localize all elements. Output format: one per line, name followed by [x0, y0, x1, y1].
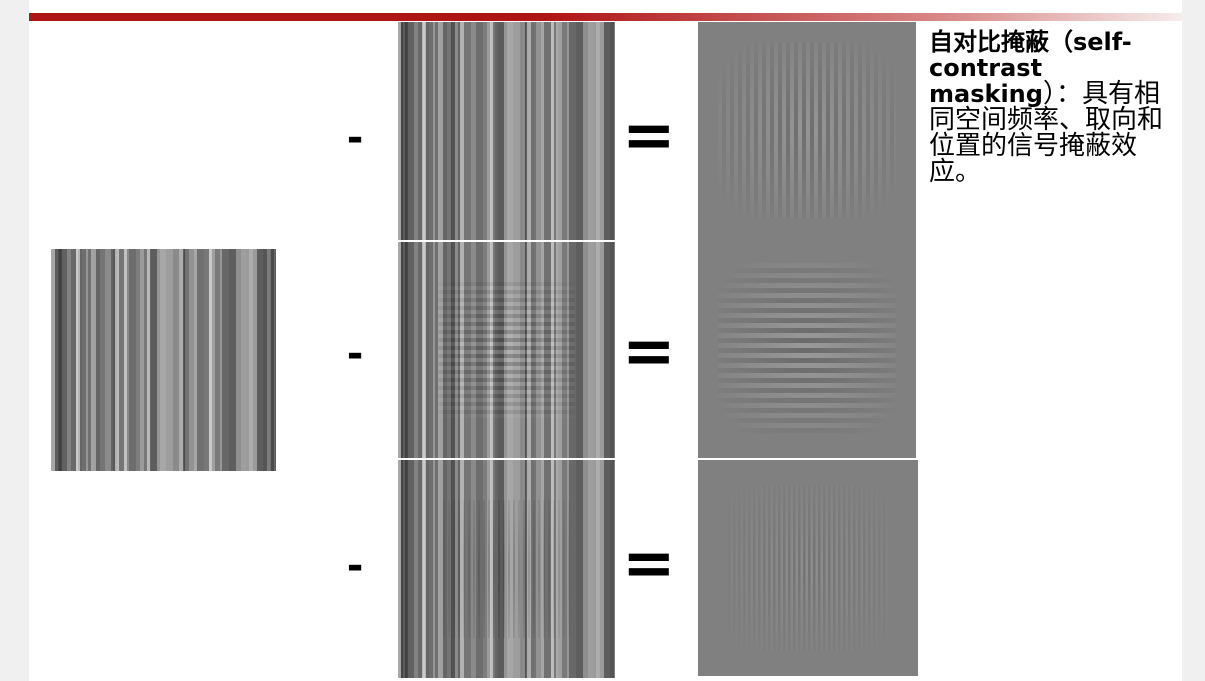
- masker-texture: [51, 249, 276, 471]
- masker-texture-1: [398, 22, 615, 240]
- result-image-1: [698, 22, 916, 238]
- equals-operator-3: =: [622, 527, 676, 601]
- composite-image-2: [398, 242, 615, 458]
- fine-vertical-gabor-grating: [728, 485, 888, 651]
- minus-operator-2: -: [346, 331, 364, 377]
- slide: - = -: [29, 0, 1182, 681]
- result-image-2: [698, 238, 916, 458]
- minus-operator-1: -: [346, 115, 364, 161]
- result-image-3: [698, 460, 918, 676]
- title-accent-bar: [29, 13, 1182, 21]
- caption-term: 自对比掩蔽（self-contrast masking: [929, 28, 1132, 108]
- caption-definition: ）：具有相同空间频率、取向和位置的信号掩蔽效应。: [929, 79, 1164, 187]
- embedded-horizontal-grating: [438, 282, 575, 418]
- composite-image-3: [398, 460, 615, 678]
- composite-image-1: [398, 22, 615, 240]
- masker-image: [51, 249, 276, 471]
- embedded-fine-grating: [443, 500, 570, 638]
- caption-text: 自对比掩蔽（self-contrast masking）：具有相同空间频率、取向…: [929, 29, 1179, 185]
- minus-operator-3: -: [346, 543, 364, 589]
- equals-operator-2: =: [622, 315, 676, 389]
- vertical-gabor-grating: [718, 42, 896, 218]
- horizontal-gabor-grating: [718, 263, 896, 433]
- equals-operator-1: =: [622, 99, 676, 173]
